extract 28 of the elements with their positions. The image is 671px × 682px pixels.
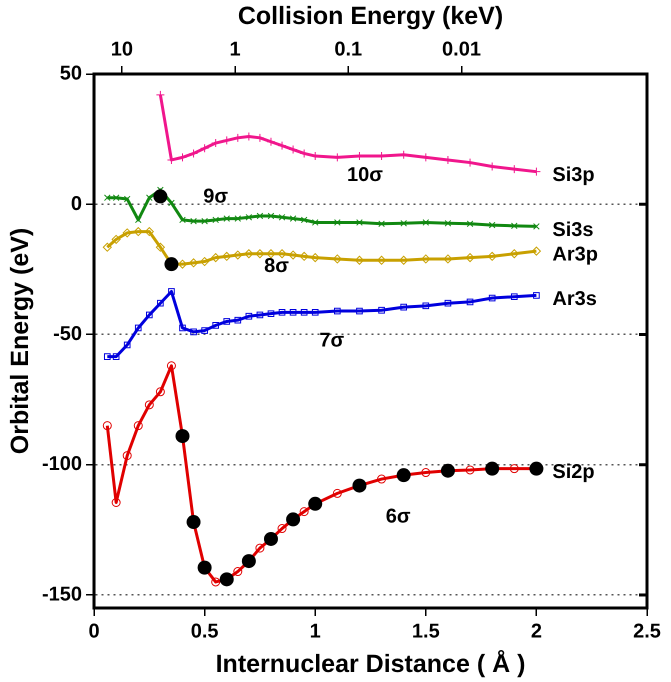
x-tick-label: 1 <box>310 620 321 643</box>
annotation: 6σ <box>386 506 411 528</box>
x-tick-label: 2 <box>530 620 542 643</box>
annotation: 7σ <box>319 330 345 352</box>
x2-tick-label: 0.01 <box>442 38 481 61</box>
x-tick-label: 2.5 <box>633 620 661 643</box>
annotation: 8σ <box>264 254 290 277</box>
x-tick-label: 1.5 <box>412 620 440 643</box>
y-tick-label: 0 <box>70 192 82 215</box>
annotation: 10σ <box>347 164 384 186</box>
y-axis-title: Orbital Energy (eV) <box>6 228 34 454</box>
x2-tick-label: 10 <box>110 38 133 61</box>
series-label: Si3p <box>552 164 595 186</box>
y-tick-label: -50 <box>53 323 82 346</box>
annotation: 9σ <box>203 185 228 208</box>
x-tick-label: 0 <box>88 620 100 643</box>
x-axis-title: Internuclear Distance ( Å ) <box>216 648 526 678</box>
series-label: Ar3p <box>552 244 598 266</box>
x2-axis-title: Collision Energy (keV) <box>238 2 504 30</box>
x2-tick-label: 0.1 <box>334 38 362 61</box>
series-label: Si3s <box>552 218 594 241</box>
x2-tick-label: 1 <box>229 38 241 61</box>
series-label: Si2p <box>552 461 595 484</box>
y-tick-label: 50 <box>60 62 82 85</box>
y-tick-label: -150 <box>42 583 82 606</box>
y-tick-label: -100 <box>42 453 82 476</box>
series-label: Ar3s <box>552 288 597 310</box>
x-tick-label: 0.5 <box>190 620 219 643</box>
